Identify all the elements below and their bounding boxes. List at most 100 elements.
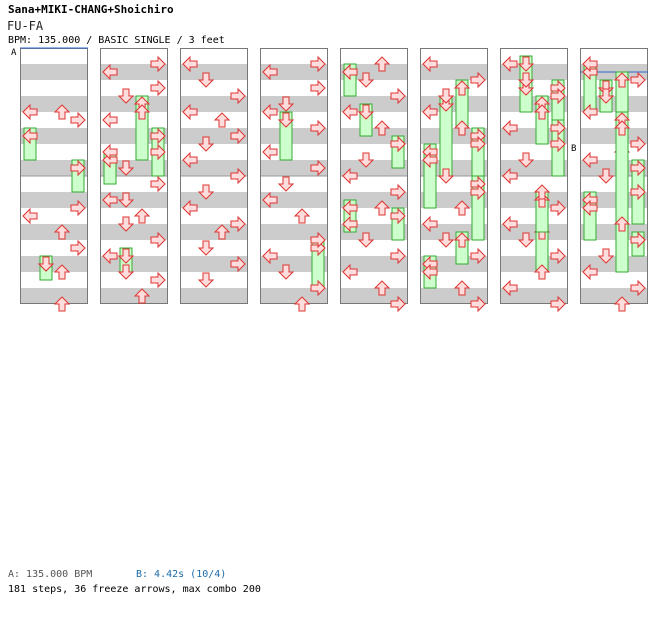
freeze-arrow-head-up bbox=[453, 80, 471, 96]
stripe bbox=[340, 160, 408, 176]
chart-column-border bbox=[500, 48, 568, 304]
arrow-left bbox=[182, 151, 198, 169]
stripe bbox=[100, 224, 168, 240]
stripe bbox=[420, 256, 488, 272]
freeze-arrow-head-down bbox=[357, 104, 375, 120]
arrow-down bbox=[357, 152, 375, 168]
freeze-arrow-head-left bbox=[22, 127, 38, 145]
stripe bbox=[500, 96, 568, 112]
song-title: FU-FA bbox=[7, 19, 44, 33]
stripe bbox=[100, 288, 168, 304]
stripe bbox=[260, 192, 328, 208]
arrow-right bbox=[470, 183, 486, 201]
arrow-right bbox=[230, 127, 246, 145]
arrow-left bbox=[582, 151, 598, 169]
arrow-down bbox=[357, 72, 375, 88]
arrow-down bbox=[117, 192, 135, 208]
arrow-right bbox=[150, 271, 166, 289]
stripe bbox=[20, 288, 88, 304]
arrow-right bbox=[310, 231, 326, 249]
bpm-b-readout: B: 4.42s (10/4) bbox=[136, 569, 227, 580]
arrow-right bbox=[310, 119, 326, 137]
arrow-down bbox=[517, 232, 535, 248]
stripe bbox=[340, 96, 408, 112]
arrow-down bbox=[517, 72, 535, 88]
arrow-down bbox=[357, 232, 375, 248]
arrow-right bbox=[390, 247, 406, 265]
stripe bbox=[420, 224, 488, 240]
arrow-right bbox=[230, 255, 246, 273]
arrow-left bbox=[582, 263, 598, 281]
arrow-right bbox=[470, 71, 486, 89]
arrow-left bbox=[102, 111, 118, 129]
stripe bbox=[340, 128, 408, 144]
freeze-arrow-head-left bbox=[342, 199, 358, 217]
arrow-right bbox=[150, 231, 166, 249]
arrow-left bbox=[262, 247, 278, 265]
arrow-down bbox=[437, 232, 455, 248]
arrow-right bbox=[70, 111, 86, 129]
arrow-right bbox=[550, 135, 566, 153]
freeze-arrow-head-down bbox=[277, 112, 295, 128]
arrow-up bbox=[53, 224, 71, 240]
arrow-left bbox=[262, 103, 278, 121]
arrow-right bbox=[630, 183, 646, 201]
arrow-up bbox=[213, 112, 231, 128]
arrow-right bbox=[630, 71, 646, 89]
stripe bbox=[260, 160, 328, 176]
arrow-left bbox=[102, 191, 118, 209]
arrow-left bbox=[262, 63, 278, 81]
arrow-right bbox=[390, 183, 406, 201]
arrow-up bbox=[213, 224, 231, 240]
stripe bbox=[500, 64, 568, 80]
freeze-arrow-head-right bbox=[390, 207, 406, 225]
arrow-right bbox=[70, 199, 86, 217]
arrow-up bbox=[293, 208, 311, 224]
freeze-arrow-head-right bbox=[630, 159, 646, 177]
arrow-left bbox=[582, 55, 598, 73]
arrow-up bbox=[53, 264, 71, 280]
arrow-up bbox=[133, 208, 151, 224]
marker-a-label: A bbox=[11, 48, 17, 58]
stripe bbox=[580, 160, 648, 176]
stripe bbox=[580, 288, 648, 304]
stripe bbox=[20, 64, 88, 80]
arrow-left bbox=[102, 247, 118, 265]
arrow-right bbox=[150, 143, 166, 161]
stripe bbox=[340, 64, 408, 80]
arrow-down bbox=[117, 216, 135, 232]
arrow-up bbox=[453, 280, 471, 296]
stripe bbox=[20, 256, 88, 272]
chart-column-border bbox=[100, 48, 168, 304]
arrow-up bbox=[53, 104, 71, 120]
stripe bbox=[420, 128, 488, 144]
stripe bbox=[500, 288, 568, 304]
stripe bbox=[500, 224, 568, 240]
stripe bbox=[420, 64, 488, 80]
stripe bbox=[260, 96, 328, 112]
arrow-right bbox=[470, 247, 486, 265]
freeze-arrow-head-down bbox=[517, 56, 535, 72]
stripe bbox=[20, 160, 88, 176]
stripe bbox=[420, 160, 488, 176]
arrow-up bbox=[373, 120, 391, 136]
stripe bbox=[340, 256, 408, 272]
arrow-right bbox=[390, 87, 406, 105]
arrow-left bbox=[342, 63, 358, 81]
arrow-left bbox=[342, 103, 358, 121]
arrow-left bbox=[182, 103, 198, 121]
arrow-left bbox=[502, 279, 518, 297]
arrow-right bbox=[630, 231, 646, 249]
arrow-down bbox=[117, 88, 135, 104]
arrow-right bbox=[230, 167, 246, 185]
stripe bbox=[20, 224, 88, 240]
chart-column-border bbox=[420, 48, 488, 304]
stripe bbox=[20, 128, 88, 144]
arrow-left bbox=[502, 215, 518, 233]
stripe bbox=[580, 96, 648, 112]
arrow-left bbox=[582, 103, 598, 121]
arrow-up bbox=[373, 200, 391, 216]
arrow-right bbox=[310, 159, 326, 177]
arrow-down bbox=[517, 152, 535, 168]
arrow-down bbox=[597, 88, 615, 104]
